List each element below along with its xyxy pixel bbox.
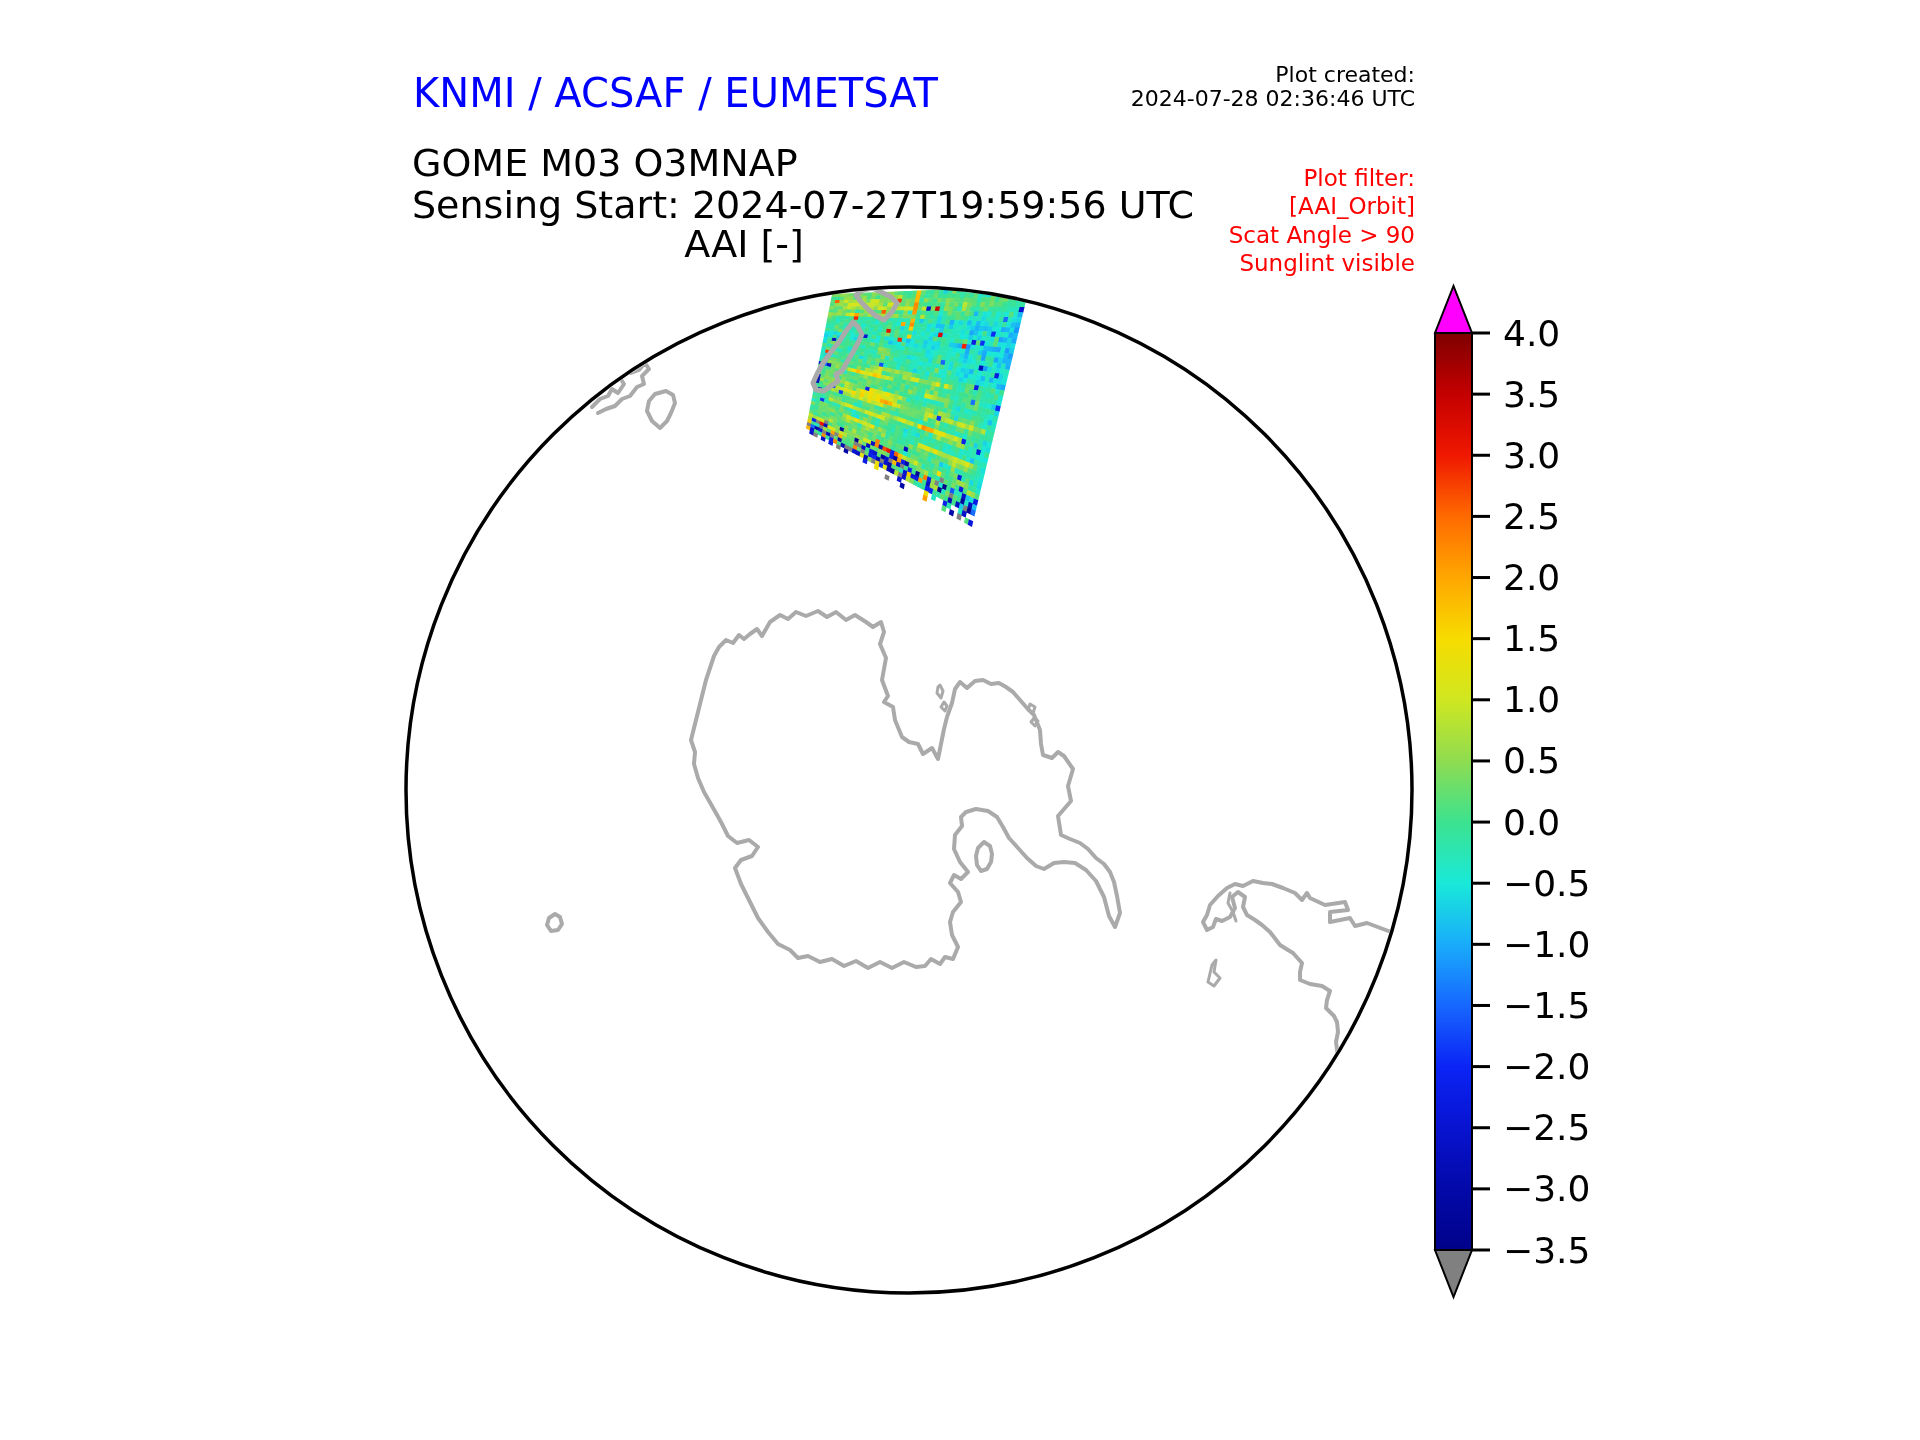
colorbar-tick-label: −1.0 — [1503, 924, 1590, 965]
coastline-tasmania — [647, 391, 675, 428]
coastline-new_zealand_south_island — [813, 322, 862, 391]
colorbar-under-arrow — [1435, 1250, 1472, 1297]
colorbar: 4.0 3.5 3.0 2.5 2.0 1.5 1.0 0.5 0.0 −0.5 −1.0 −1.5 −… — [1435, 286, 1590, 1297]
map-boundary-circle — [406, 287, 1412, 1293]
colorbar-tick-label: −1.5 — [1503, 985, 1590, 1026]
plot-created-block: Plot created:2024-07-28 02:36:46 UTC — [1131, 63, 1415, 111]
coastline-new_zealand_north_island — [856, 288, 897, 320]
colorbar-tick-label: 1.0 — [1503, 679, 1560, 720]
plot-filter-line: Sunglint visible — [1229, 249, 1415, 277]
colorbar-tick-label: 0.0 — [1503, 802, 1560, 843]
coastline-coast_islands_2 — [1031, 718, 1038, 726]
colorbar-tick-label: 0.5 — [1503, 740, 1560, 781]
sensing-start-label: Sensing Start: 2024-07-27T19:59:56 UTC — [412, 183, 1194, 227]
colorbar-tick-label: 3.5 — [1503, 374, 1560, 415]
plot-filter-line: Plot filter: — [1229, 164, 1415, 192]
organization-title: KNMI / ACSAF / EUMETSAT — [413, 70, 938, 116]
colorbar-tick-label: −2.5 — [1503, 1107, 1590, 1148]
coastline-sa_island_pair — [1208, 960, 1220, 986]
plot-created-label: Plot created: — [1131, 63, 1415, 87]
coastline-bay_islands_2 — [941, 702, 947, 711]
product-title: GOME M03 O3MNAP — [412, 141, 798, 185]
colorbar-tick-label: 2.5 — [1503, 496, 1560, 537]
colorbar-tick-label: −2.0 — [1503, 1046, 1590, 1087]
aai-plot-figure: 4.0 3.5 3.0 2.5 2.0 1.5 1.0 0.5 0.0 −0.5 −1.0 −1.5 −… — [0, 0, 1920, 1440]
plot-filter-line: [AAI_Orbit] — [1229, 192, 1415, 220]
coastline-australia_clipped — [592, 363, 649, 413]
colorbar-tick-label: 4.0 — [1503, 313, 1560, 354]
colorbar-tick-label: 1.5 — [1503, 618, 1560, 659]
colorbar-over-arrow — [1435, 286, 1472, 333]
colorbar-tick-label: −3.5 — [1503, 1230, 1590, 1271]
colorbar-tick-label: 3.0 — [1503, 435, 1560, 476]
coastline-kerguelen — [547, 914, 562, 931]
coastline-berkner_island — [976, 842, 992, 871]
plot-created-datetime: 2024-07-28 02:36:46 UTC — [1131, 87, 1415, 111]
plot-filter-line: Scat Angle > 90 — [1229, 221, 1415, 249]
plot-filter-annotation: Plot filter:[AAI_Orbit]Scat Angle > 90Su… — [1229, 164, 1415, 277]
coastline-coast_islands_1 — [1028, 704, 1035, 713]
coastline-bay_islands_1 — [937, 685, 943, 698]
colorbar-tick-label: 2.0 — [1503, 557, 1560, 598]
coastlines — [547, 288, 1391, 1057]
colorbar-tick-label: −0.5 — [1503, 863, 1590, 904]
colorbar-gradient — [1435, 333, 1472, 1250]
coastline-antarctica — [691, 611, 1120, 968]
colorbar-tick-label: −3.0 — [1503, 1168, 1590, 1209]
